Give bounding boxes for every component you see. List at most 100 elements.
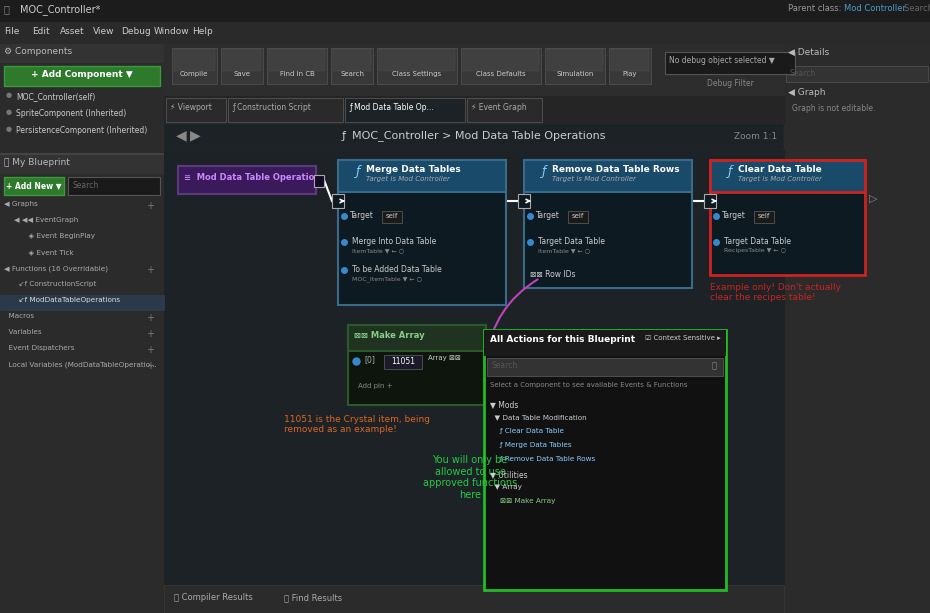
- Text: Search Fo...: Search Fo...: [904, 4, 930, 13]
- Text: ●: ●: [6, 92, 12, 98]
- Bar: [164, 585, 784, 613]
- Bar: [338, 160, 506, 192]
- Bar: [314, 175, 324, 187]
- Text: Find in CB: Find in CB: [280, 71, 314, 77]
- Bar: [463, 49, 539, 71]
- Bar: [754, 211, 774, 223]
- Text: ☑ Context Sensitive ▸: ☑ Context Sensitive ▸: [645, 335, 721, 341]
- Text: ●: ●: [6, 109, 12, 115]
- Text: ⊠⊠ Row IDs: ⊠⊠ Row IDs: [530, 270, 576, 279]
- Bar: [164, 150, 784, 585]
- Text: Target is Mod Controller: Target is Mod Controller: [738, 176, 822, 182]
- Bar: [348, 325, 486, 351]
- Text: Remove Data Table Rows: Remove Data Table Rows: [552, 165, 680, 174]
- Text: Array ⊠⊠: Array ⊠⊠: [428, 355, 460, 361]
- Text: Compile: Compile: [179, 71, 208, 77]
- Text: Simulation: Simulation: [556, 71, 593, 77]
- Text: Macros: Macros: [4, 313, 34, 319]
- Text: MOC_Controller*: MOC_Controller*: [20, 4, 100, 15]
- Text: 🔨 Compiler Results: 🔨 Compiler Results: [174, 593, 253, 602]
- Bar: [568, 211, 588, 223]
- Text: ƒ: ƒ: [356, 165, 360, 178]
- Text: PersistenceComponent (Inherited): PersistenceComponent (Inherited): [16, 126, 147, 135]
- Text: +: +: [146, 201, 154, 211]
- Text: Target: Target: [350, 211, 374, 220]
- Bar: [178, 166, 316, 194]
- Text: File: File: [4, 27, 20, 36]
- Text: Select a Component to see available Events & Functions: Select a Component to see available Even…: [490, 382, 687, 388]
- Text: Event Dispatchers: Event Dispatchers: [4, 345, 74, 351]
- Text: ≡  Mod Data Table Operations: ≡ Mod Data Table Operations: [184, 173, 326, 182]
- Text: All Actions for this Blueprint: All Actions for this Blueprint: [490, 335, 635, 344]
- Text: Target is Mod Controller: Target is Mod Controller: [552, 176, 636, 182]
- Text: ItemTable ▼ ← ○: ItemTable ▼ ← ○: [352, 248, 405, 253]
- Text: Variables: Variables: [4, 329, 42, 335]
- Bar: [382, 211, 402, 223]
- Text: ▼ Mods: ▼ Mods: [490, 400, 518, 409]
- Text: Clear Data Table: Clear Data Table: [738, 165, 822, 174]
- Bar: [172, 48, 217, 84]
- Text: 🎮: 🎮: [4, 4, 10, 14]
- Text: 11051 is the Crystal item, being
removed as an example!: 11051 is the Crystal item, being removed…: [284, 415, 430, 435]
- Bar: [710, 160, 865, 275]
- Bar: [786, 66, 928, 82]
- Text: +: +: [146, 361, 154, 371]
- Bar: [487, 358, 723, 376]
- Bar: [0, 155, 164, 173]
- Text: ƒ: ƒ: [542, 165, 547, 178]
- Text: ƒ Mod Data Table Op...: ƒ Mod Data Table Op...: [349, 103, 433, 112]
- Bar: [665, 52, 795, 74]
- Text: ▼ Utilities: ▼ Utilities: [490, 470, 527, 479]
- Text: Add pin +: Add pin +: [358, 383, 392, 389]
- Text: Target is Mod Controller: Target is Mod Controller: [366, 176, 450, 182]
- Bar: [484, 330, 726, 590]
- Text: ⚙ Components: ⚙ Components: [4, 47, 73, 56]
- Text: ƒ: ƒ: [728, 165, 733, 178]
- Text: ▶: ▶: [190, 128, 201, 142]
- Text: Save: Save: [233, 71, 250, 77]
- Text: Window: Window: [154, 27, 190, 36]
- Text: Merge Into Data Table: Merge Into Data Table: [352, 237, 436, 246]
- Text: Help: Help: [192, 27, 213, 36]
- Text: 🔍 Find Results: 🔍 Find Results: [284, 593, 342, 602]
- Text: self: self: [386, 213, 398, 219]
- Bar: [784, 44, 930, 613]
- Bar: [547, 49, 603, 71]
- Bar: [338, 160, 506, 305]
- Bar: [68, 177, 160, 195]
- Bar: [332, 194, 344, 208]
- Bar: [0, 22, 930, 44]
- Bar: [467, 98, 542, 122]
- Text: Search: Search: [789, 69, 816, 78]
- Text: self: self: [572, 213, 584, 219]
- Text: ↙f ConstructionScript: ↙f ConstructionScript: [14, 281, 97, 287]
- Bar: [524, 160, 692, 192]
- Text: Class Defaults: Class Defaults: [476, 71, 525, 77]
- Text: ƒ Remove Data Table Rows: ƒ Remove Data Table Rows: [491, 456, 595, 462]
- Text: Zoom 1:1: Zoom 1:1: [734, 132, 777, 141]
- Text: Search: Search: [72, 181, 99, 190]
- Text: SpriteComponent (Inherited): SpriteComponent (Inherited): [16, 109, 126, 118]
- Text: ⚡ Event Graph: ⚡ Event Graph: [471, 103, 526, 112]
- Bar: [461, 48, 541, 84]
- Text: 🔍: 🔍: [712, 361, 717, 370]
- Text: ⊠⊠ Make Array: ⊠⊠ Make Array: [491, 498, 555, 504]
- Text: ƒ Clear Data Table: ƒ Clear Data Table: [491, 428, 564, 434]
- Bar: [384, 355, 422, 369]
- Bar: [518, 194, 530, 208]
- Text: +: +: [146, 313, 154, 323]
- Text: Search: Search: [491, 361, 517, 370]
- Bar: [0, 295, 164, 310]
- Text: ◀ Functions (16 Overridable): ◀ Functions (16 Overridable): [4, 265, 108, 272]
- Text: Play: Play: [623, 71, 637, 77]
- Text: Target Data Table: Target Data Table: [538, 237, 605, 246]
- Text: MOC_ItemTable ▼ ← ○: MOC_ItemTable ▼ ← ○: [352, 276, 422, 282]
- Bar: [174, 49, 215, 71]
- Text: ▷: ▷: [869, 194, 878, 204]
- Text: Target: Target: [536, 211, 560, 220]
- Text: MOC_Controller(self): MOC_Controller(self): [16, 92, 95, 101]
- Text: ƒ Merge Data Tables: ƒ Merge Data Tables: [491, 442, 571, 448]
- Bar: [164, 124, 784, 150]
- Bar: [221, 48, 263, 84]
- Bar: [609, 48, 651, 84]
